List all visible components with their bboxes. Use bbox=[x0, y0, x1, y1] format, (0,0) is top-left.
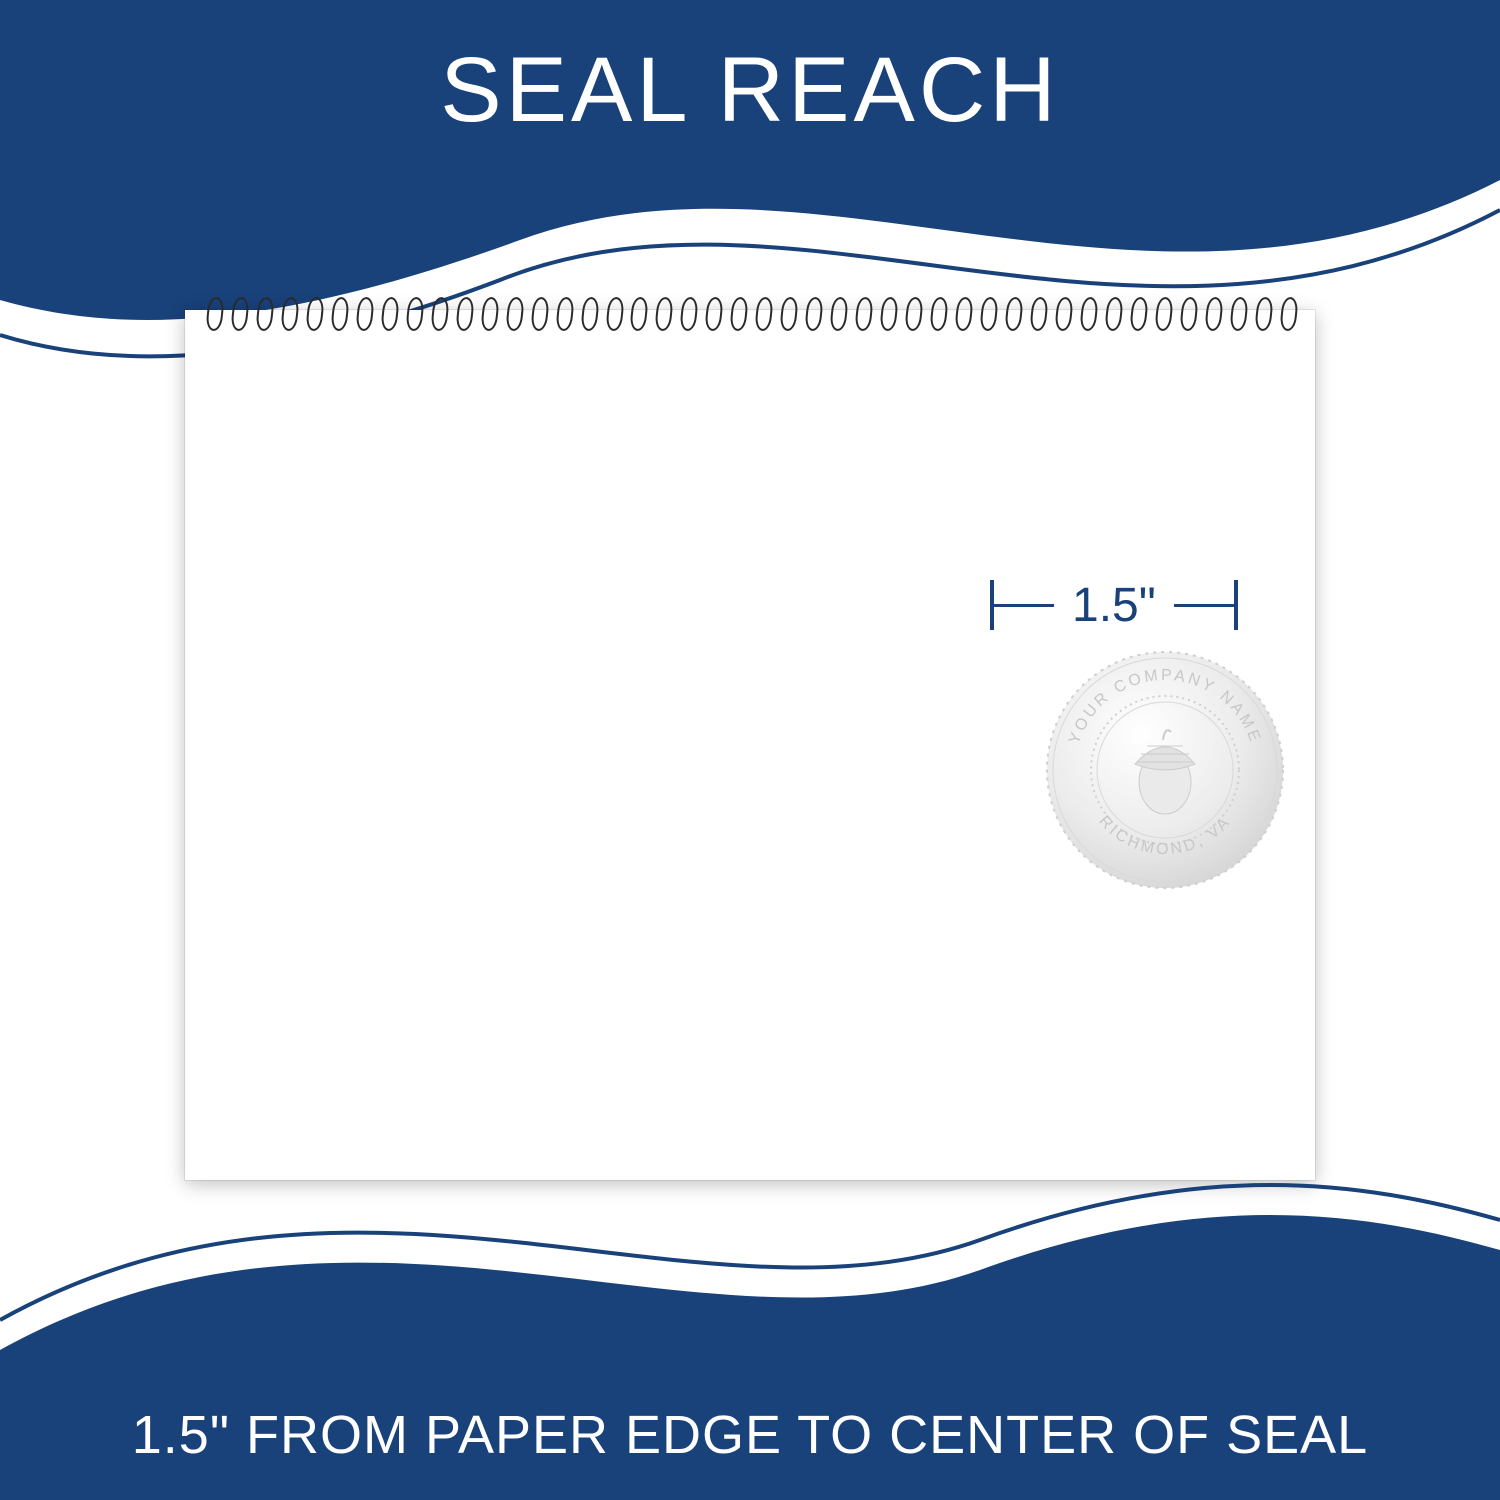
spiral-coil bbox=[854, 297, 870, 331]
spiral-coil bbox=[380, 297, 396, 331]
spiral-coil bbox=[605, 297, 621, 331]
spiral-coil bbox=[1004, 297, 1020, 331]
spiral-coil bbox=[305, 297, 321, 331]
spiral-coil bbox=[530, 297, 546, 331]
spiral-coil bbox=[804, 297, 820, 331]
spiral-coil bbox=[355, 297, 371, 331]
measure-value-label: 1.5" bbox=[1054, 578, 1174, 633]
spiral-coil bbox=[330, 297, 346, 331]
spiral-coil bbox=[455, 297, 471, 331]
spiral-coil bbox=[754, 297, 770, 331]
spiral-coil bbox=[954, 297, 970, 331]
spiral-coil bbox=[430, 297, 446, 331]
spiral-coil bbox=[1079, 297, 1095, 331]
spiral-coil bbox=[1279, 297, 1295, 331]
spiral-coil bbox=[829, 297, 845, 331]
spiral-coil bbox=[904, 297, 920, 331]
spiral-coil bbox=[230, 297, 246, 331]
reach-measurement: 1.5" bbox=[990, 580, 1310, 630]
spiral-coil bbox=[255, 297, 271, 331]
measure-line-right bbox=[1174, 604, 1234, 607]
spiral-coil bbox=[480, 297, 496, 331]
measure-line-left bbox=[994, 604, 1054, 607]
spiral-coil bbox=[1154, 297, 1170, 331]
spiral-coil bbox=[405, 297, 421, 331]
spiral-binding bbox=[205, 294, 1295, 334]
spiral-coil bbox=[1129, 297, 1145, 331]
spiral-coil bbox=[779, 297, 795, 331]
spiral-coil bbox=[1179, 297, 1195, 331]
spiral-coil bbox=[729, 297, 745, 331]
spiral-coil bbox=[1229, 297, 1245, 331]
spiral-coil bbox=[679, 297, 695, 331]
spiral-coil bbox=[280, 297, 296, 331]
footer-bar: 1.5" FROM PAPER EDGE TO CENTER OF SEAL bbox=[0, 1370, 1500, 1500]
spiral-coil bbox=[1029, 297, 1045, 331]
spiral-coil bbox=[704, 297, 720, 331]
spiral-coil bbox=[879, 297, 895, 331]
spiral-coil bbox=[1204, 297, 1220, 331]
spiral-coil bbox=[629, 297, 645, 331]
spiral-coil bbox=[580, 297, 596, 331]
spiral-coil bbox=[1054, 297, 1070, 331]
embossed-seal: YOUR COMPANY NAME RICHMOND, VA bbox=[1035, 640, 1295, 900]
spiral-coil bbox=[205, 297, 221, 331]
spiral-coil bbox=[979, 297, 995, 331]
measure-tick-right bbox=[1234, 580, 1238, 630]
header-title: SEAL REACH bbox=[440, 38, 1059, 143]
spiral-coil bbox=[505, 297, 521, 331]
spiral-coil bbox=[654, 297, 670, 331]
spiral-coil bbox=[1104, 297, 1120, 331]
spiral-coil bbox=[929, 297, 945, 331]
footer-caption: 1.5" FROM PAPER EDGE TO CENTER OF SEAL bbox=[132, 1404, 1368, 1466]
header-bar: SEAL REACH bbox=[0, 0, 1500, 180]
spiral-coil bbox=[1254, 297, 1270, 331]
infographic-frame: SEAL REACH 1.5" bbox=[0, 0, 1500, 1500]
spiral-coil bbox=[555, 297, 571, 331]
